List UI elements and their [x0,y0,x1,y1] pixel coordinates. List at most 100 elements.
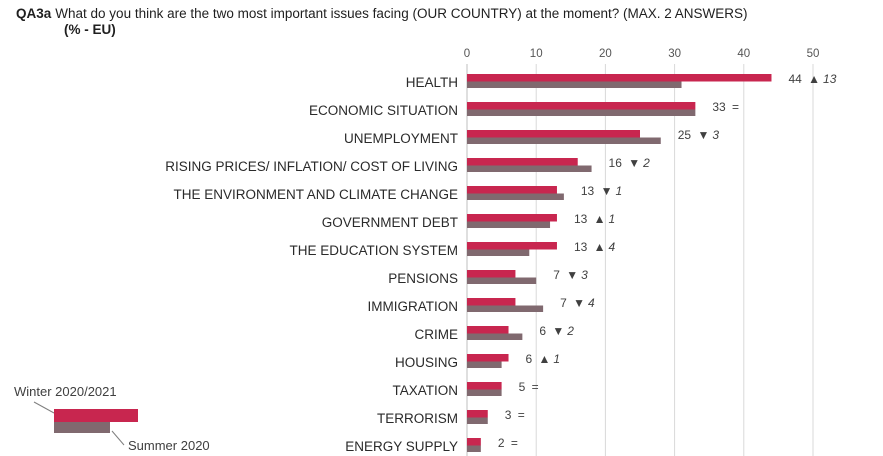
legend-swatch-summer [54,422,110,433]
question-text: What do you think are the two most impor… [55,6,748,21]
down-triangle-icon: ▼ [697,128,709,142]
down-triangle-icon: ▼ [566,268,578,282]
up-triangle-icon: ▲ [594,212,606,226]
data-label: 44 ▲ 13 [788,72,836,86]
bar-winter [467,130,640,138]
data-label-change: 2 [642,156,650,170]
category-label: UNEMPLOYMENT [344,131,458,146]
legend-leader-winter [33,401,55,414]
data-label-change: 3 [581,268,588,282]
data-label-value: 44 [788,72,805,86]
bar-winter [467,74,772,82]
data-label-value: 7 [560,296,570,310]
category-label: TERRORISM [377,411,458,426]
category-label: ECONOMIC SITUATION [309,103,458,118]
bar-summer [467,165,592,172]
bar-winter [467,326,509,334]
bar-summer [467,221,551,228]
up-triangle-icon: ▲ [808,72,820,86]
bar-winter [467,158,578,166]
data-label: 6 ▼ 2 [539,324,574,338]
data-label: 16 ▼ 2 [609,156,651,170]
legend-label-winter: Winter 2020/2021 [14,384,117,399]
data-label-value: 2 [498,436,508,450]
bar-summer [467,193,564,200]
data-label: 5 = [519,380,539,394]
x-tick-label: 30 [668,48,681,60]
category-label: CRIME [415,327,459,342]
category-label: RISING PRICES/ INFLATION/ COST OF LIVING [165,159,458,174]
question-header: QA3a What do you think are the two most i… [16,6,875,38]
x-tick-label: 0 [464,48,470,60]
bar-summer [467,109,696,116]
data-label-change: 4 [609,240,616,254]
bar-winter [467,410,488,418]
data-label: 6 ▲ 1 [526,352,561,366]
data-label-change: 13 [823,72,837,86]
data-label-value: 13 [574,212,591,226]
up-triangle-icon: ▲ [539,352,551,366]
data-label: 13 ▼ 1 [581,184,622,198]
data-label-value: 13 [581,184,598,198]
bar-summer [467,417,488,424]
data-label: 2 = [498,436,518,450]
down-triangle-icon: ▼ [552,324,564,338]
data-label-value: 16 [609,156,626,170]
x-tick-label: 40 [737,48,750,60]
data-label: 3 = [505,408,525,422]
bar-winter [467,382,502,390]
x-tick-label: 10 [530,48,543,60]
x-tick-label: 20 [599,48,612,60]
down-triangle-icon: ▼ [628,156,640,170]
category-label: THE ENVIRONMENT AND CLIMATE CHANGE [173,187,458,202]
data-label-change: 1 [553,352,560,366]
category-label: GOVERNMENT DEBT [322,215,458,230]
data-label-change: 3 [712,128,719,142]
data-label-value: 7 [553,268,563,282]
bar-winter [467,354,509,362]
category-label: HEALTH [406,75,458,90]
data-label-value: 5 [519,380,529,394]
bar-winter [467,270,516,278]
x-tick-label: 50 [807,48,820,60]
category-label: THE EDUCATION SYSTEM [289,243,458,258]
data-label-change: 1 [609,212,616,226]
bar-summer [467,305,544,312]
bar-summer [467,81,682,88]
bar-winter [467,298,516,306]
question-subtitle: (% - EU) [64,22,116,37]
data-label: 13 ▲ 4 [574,240,616,254]
category-label: IMMIGRATION [368,299,459,314]
bar-winter [467,438,481,446]
bar-summer [467,333,523,340]
bar-winter [467,214,557,222]
category-label: PENSIONS [388,271,458,286]
bar-summer [467,249,530,256]
down-triangle-icon: ▼ [573,296,585,310]
data-label-value: 3 [505,408,515,422]
down-triangle-icon: ▼ [601,184,613,198]
data-label: 13 ▲ 1 [574,212,615,226]
bar-summer [467,445,481,452]
bar-summer [467,137,661,144]
up-triangle-icon: ▲ [594,240,606,254]
data-label-value: 6 [526,352,536,366]
category-label: HOUSING [395,355,458,370]
data-label-value: 6 [539,324,549,338]
data-label: 7 ▼ 3 [553,268,588,282]
category-label: ENERGY SUPPLY [345,439,458,454]
bar-winter [467,102,696,110]
equals-sign: = [532,380,539,394]
data-label-change: 1 [615,184,622,198]
question-code: QA3a [16,6,52,21]
data-label: 33 = [712,100,739,114]
data-label-change: 2 [566,324,574,338]
category-label: TAXATION [392,383,458,398]
equals-sign: = [732,100,739,114]
bar-winter [467,242,557,250]
data-label: 25 ▼ 3 [678,128,720,142]
legend-swatch-winter [54,409,138,422]
data-label-change: 4 [588,296,595,310]
